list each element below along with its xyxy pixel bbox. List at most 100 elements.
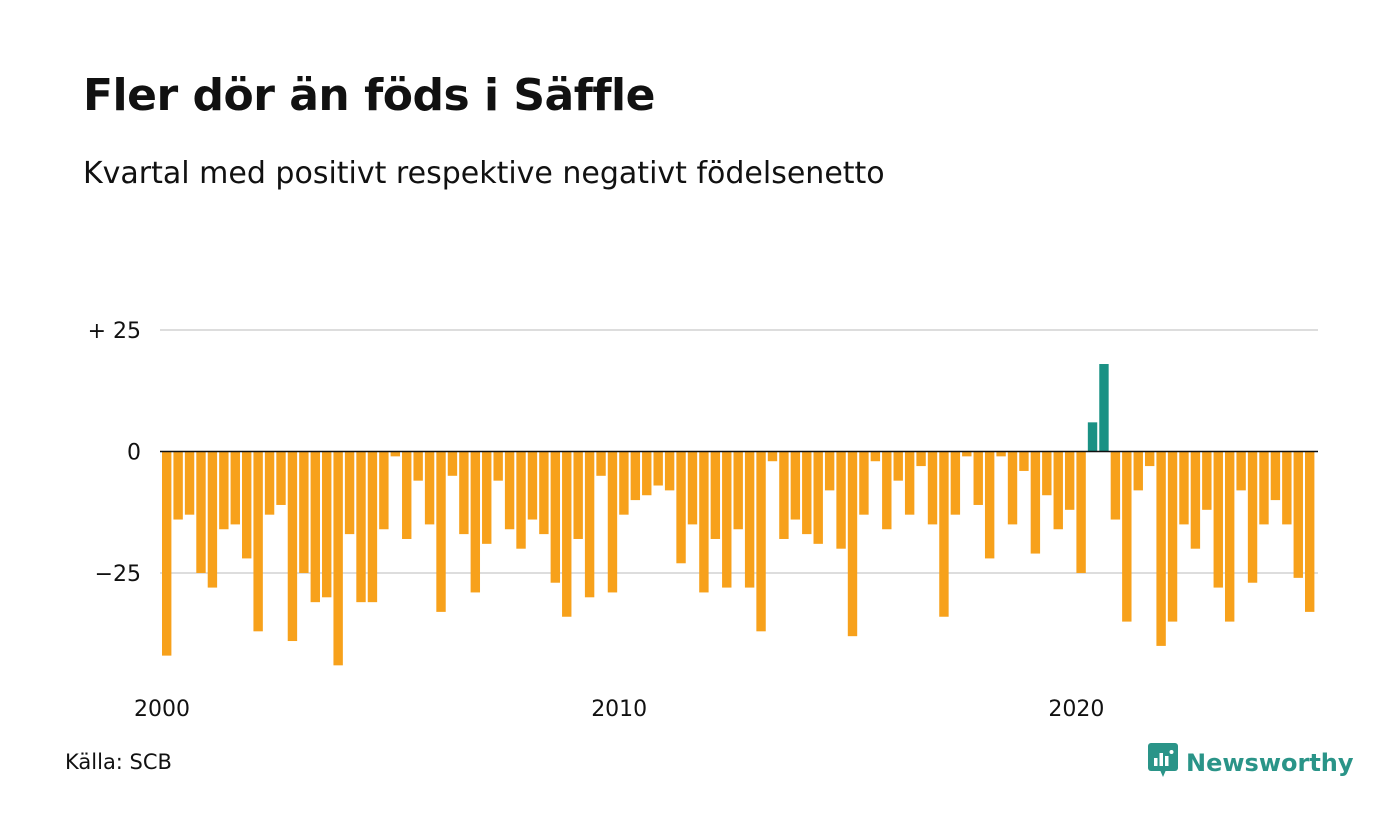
bar [1179,451,1189,525]
bar [893,451,903,481]
bar [1293,451,1303,578]
bar [1030,451,1041,554]
bar [962,451,972,457]
bar [722,451,732,588]
bar [1053,451,1063,530]
bar [687,451,698,525]
bar [390,451,400,457]
bar [619,451,629,515]
bar [767,451,778,462]
bar [1236,451,1246,491]
bar [573,451,583,539]
bar [184,451,195,515]
x-tick-label: 2000 [134,697,190,722]
bar [996,451,1006,457]
bar [1099,364,1109,452]
bar [882,451,892,530]
bar [779,451,789,539]
bar [836,451,846,549]
bar [379,451,389,530]
bar [344,451,355,535]
bar [607,451,618,593]
bar [230,451,240,525]
bar [242,451,252,559]
bar [870,451,881,462]
bar [1270,451,1281,501]
bar [939,451,949,617]
bar [482,451,492,544]
bar [653,451,663,486]
bar [1042,451,1052,496]
bar [916,451,926,467]
bar [196,451,206,573]
bar [1007,451,1018,525]
bar [562,451,572,617]
bar [1076,451,1086,573]
bar [802,451,812,535]
bar [539,451,549,535]
bar [847,451,858,637]
brand-name: Newsworthy [1186,749,1354,777]
bar [470,451,481,593]
bar [1167,451,1178,622]
bar [493,451,503,481]
bar [1110,451,1121,520]
bar [367,451,378,603]
chart-title: Fler dör än föds i Säffle [83,70,655,121]
brand-logo[interactable]: Newsworthy [1148,743,1354,783]
bar [253,451,263,632]
bar [1122,451,1132,622]
bar [436,451,446,612]
bar [1087,422,1098,452]
bar [1133,451,1143,491]
bar [1202,451,1212,510]
bar [744,451,755,588]
x-tick-label: 2020 [1048,697,1104,722]
bar [790,451,801,520]
bar [584,451,595,598]
bar [756,451,766,632]
bar [447,451,458,476]
x-axis-ticks: 2000 2010 2020 [134,697,1104,722]
bar [596,451,606,476]
bar [516,451,526,549]
bar [527,451,538,520]
bar [207,451,218,588]
bar [356,451,366,603]
bar [642,451,652,496]
bar [904,451,915,515]
bar [322,451,332,598]
source-note: Källa: SCB [65,750,172,774]
bar [824,451,835,491]
bar [664,451,675,491]
bar [550,451,561,583]
bar [1213,451,1223,588]
bar [333,451,343,666]
bar [287,451,298,642]
bar [276,451,286,505]
y-axis-ticks: + 25 0 −25 [88,319,141,587]
x-tick-label: 2010 [591,697,647,722]
bar [1064,451,1075,510]
bar [1247,451,1258,583]
bar [710,451,721,539]
bar [699,451,709,593]
bar [676,451,686,564]
bar [630,451,641,501]
bar [927,451,938,525]
bars [162,364,1315,666]
y-tick-label: 0 [127,441,141,466]
bar [424,451,435,525]
y-tick-label: −25 [95,562,141,587]
bar [1305,451,1315,612]
bar [1019,451,1029,471]
bar [1259,451,1269,525]
bar [1282,451,1292,525]
bar [402,451,412,539]
bar [173,451,183,520]
bar [813,451,823,544]
y-tick-label: + 25 [88,319,141,344]
bar [950,451,961,515]
bar [859,451,869,515]
